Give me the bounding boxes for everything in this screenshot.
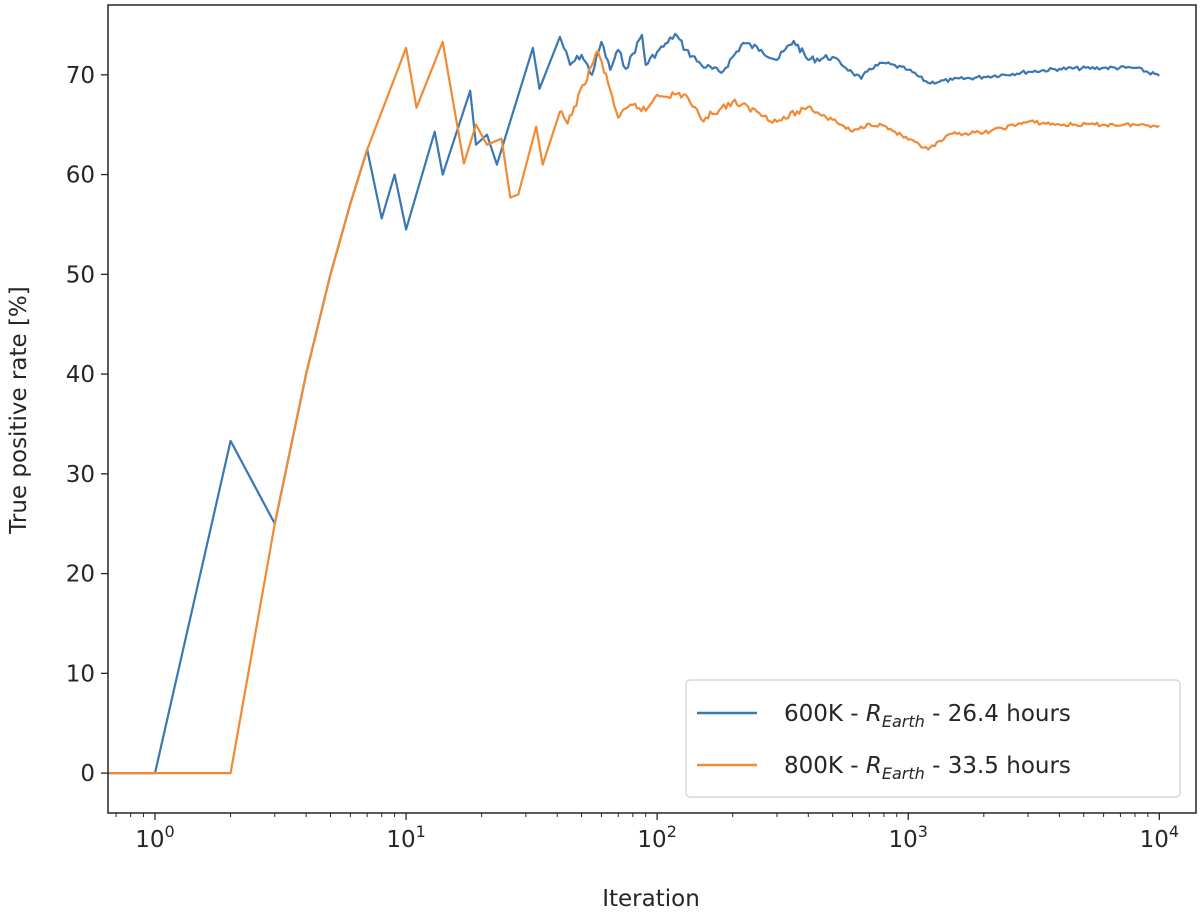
- y-axis-label: True positive rate [%]: [6, 286, 32, 535]
- series-line-2: [108, 40, 1160, 775]
- x-tick-label: 101: [386, 822, 425, 853]
- y-tick-label: 0: [80, 761, 95, 787]
- y-tick-label: 40: [66, 362, 95, 388]
- y-tick-label: 70: [66, 63, 95, 89]
- x-axis-label: Iteration: [602, 886, 700, 912]
- plot-frame: [107, 4, 1197, 814]
- y-tick-label: 20: [66, 562, 95, 588]
- y-tick-label: 60: [66, 163, 95, 189]
- y-tick-label: 10: [66, 661, 95, 687]
- legend-label-2: 800K - REarth - 33.5 hours: [784, 753, 1071, 783]
- x-tick-label: 102: [637, 822, 676, 853]
- y-tick-label: 30: [66, 462, 95, 488]
- legend-label-1: 600K - REarth - 26.4 hours: [784, 701, 1071, 731]
- legend-frame: [685, 679, 1181, 798]
- y-tick-label: 50: [66, 262, 95, 288]
- x-tick-label: 100: [135, 822, 174, 853]
- series-layer: [108, 32, 1160, 775]
- x-tick-label: 104: [1140, 822, 1179, 853]
- y-axis: 0 10 20 30 40 50 60 70: [66, 63, 108, 787]
- series-line-1: [108, 32, 1160, 775]
- x-axis: 100 101 102 103 104: [115, 813, 1179, 853]
- legend: 600K - REarth - 26.4 hours 800K - REarth …: [685, 679, 1181, 798]
- x-tick-label: 103: [888, 822, 927, 853]
